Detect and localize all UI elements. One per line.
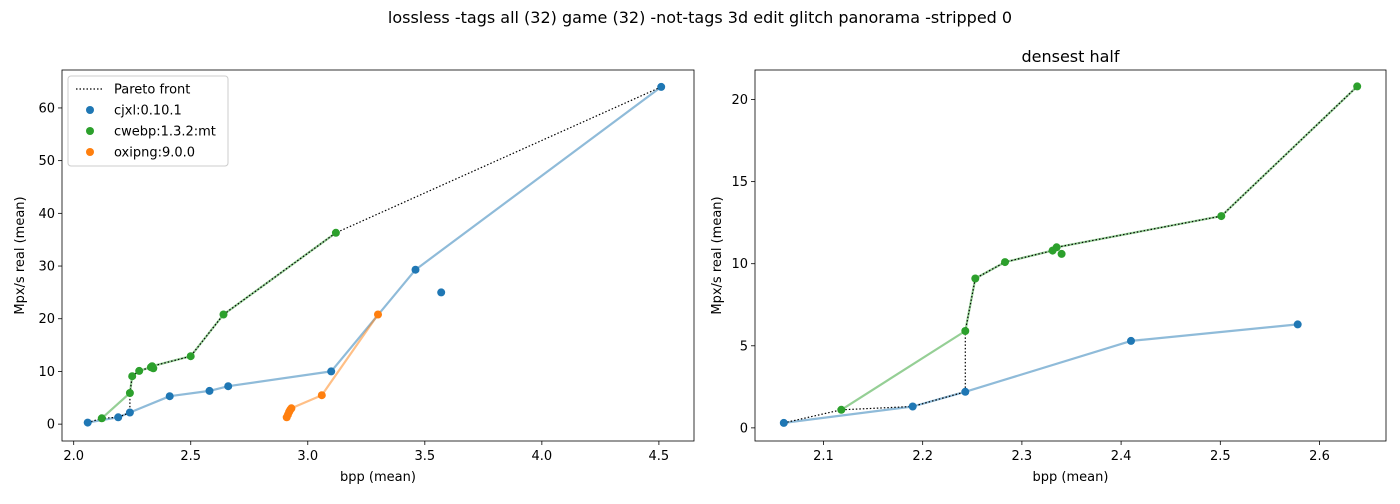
legend-label: cwebp:1.3.2:mt — [114, 125, 216, 140]
data-point-cwebp — [837, 405, 846, 414]
left-chart: 2.0 2.5 3.0 3.5 4.0 4.5 0 10 20 30 40 50 60 bpp (mean… — [13, 69, 695, 485]
y-tick-label: 10 — [38, 365, 55, 380]
data-point-cjxl — [779, 418, 788, 427]
x-tick-label: 2.3 — [1012, 449, 1033, 464]
legend-label: oxipng:9.0.0 — [114, 146, 195, 161]
x-tick-label: 2.4 — [1111, 449, 1132, 464]
y-tick-label: 50 — [38, 154, 55, 169]
data-point-cjxl — [83, 418, 92, 427]
right-chart-densest-half: densest half 2.1 2.2 2.3 2.4 2.5 2.6 0 5 10 15 20 bp… — [710, 47, 1387, 485]
x-axis-label: bpp (mean) — [1033, 470, 1109, 485]
x-tick-label: 4.5 — [649, 449, 670, 464]
x-tick-label: 2.5 — [1210, 449, 1231, 464]
data-point-cwebp — [125, 389, 134, 397]
y-tick-label: 10 — [731, 257, 748, 272]
data-point-cwebp — [1001, 258, 1009, 267]
data-point-cwebp — [149, 364, 158, 373]
legend-box — [67, 75, 229, 167]
data-point-cjxl — [165, 392, 174, 401]
data-point-cjxl — [224, 382, 233, 391]
x-tick-label: 2.2 — [912, 449, 933, 464]
x-tick-label: 3.0 — [297, 449, 318, 464]
y-axis-label: Mpx/s real (mean) — [13, 196, 28, 314]
data-point-cwebp — [1057, 249, 1066, 258]
plot-frame — [754, 69, 1387, 442]
y-tick-label: 0 — [740, 421, 748, 436]
chart-title: densest half — [1021, 47, 1119, 66]
y-tick-label: 20 — [38, 312, 55, 327]
x-tick-label: 4.0 — [532, 449, 553, 464]
y-tick-label: 60 — [38, 101, 55, 116]
y-tick-label: 30 — [38, 260, 55, 275]
data-point-cjxl — [908, 402, 917, 411]
data-point-oxipng — [374, 310, 382, 319]
y-tick-label: 20 — [731, 93, 748, 108]
data-point-cjxl — [114, 413, 123, 422]
data-point-cwebp — [186, 352, 195, 361]
data-point-cjxl — [1293, 320, 1302, 329]
data-point-cwebp — [331, 228, 340, 237]
data-point-cjxl — [205, 386, 214, 395]
y-tick-label: 5 — [740, 339, 748, 354]
y-axis-label: Mpx/s real (mean) — [710, 196, 725, 314]
x-tick-label: 2.1 — [813, 449, 834, 464]
legend-marker-cwebp — [86, 127, 94, 135]
x-axis-label: bpp (mean) — [340, 470, 416, 485]
x-tick-label: 2.6 — [1309, 449, 1330, 464]
data-point-cjxl — [437, 288, 446, 297]
legend-marker-cjxl — [86, 106, 94, 114]
data-point-cjxl — [961, 387, 970, 396]
data-point-cwebp — [961, 327, 970, 335]
x-tick-label: 3.5 — [414, 449, 435, 464]
legend-label: Pareto front — [114, 83, 190, 98]
data-point-cwebp — [128, 372, 137, 381]
data-point-cwebp — [1353, 82, 1362, 91]
data-point-cjxl — [1127, 336, 1135, 345]
figure-suptitle: lossless -tags all (32) game (32) -not-t… — [388, 8, 1012, 27]
legend: Pareto front cjxl:0.10.1 cwebp:1.3.2:mt oxi… — [67, 75, 229, 167]
data-point-cwebp — [971, 274, 980, 283]
data-point-cjxl — [657, 82, 666, 91]
data-point-cjxl — [125, 408, 134, 417]
y-tick-label: 15 — [731, 175, 748, 190]
data-point-cjxl — [411, 265, 420, 274]
data-point-cwebp — [97, 414, 106, 423]
x-tick-label: 2.5 — [180, 449, 201, 464]
y-tick-label: 40 — [38, 207, 55, 222]
data-point-cwebp — [1217, 212, 1226, 221]
plot-frame — [61, 69, 695, 442]
data-point-cwebp — [135, 366, 144, 375]
data-point-oxipng — [317, 391, 326, 400]
x-tick-label: 2.0 — [63, 449, 84, 464]
data-point-cwebp — [1052, 243, 1061, 252]
y-tick-label: 0 — [47, 418, 55, 433]
data-point-cjxl — [327, 367, 336, 376]
legend-label: cjxl:0.10.1 — [114, 104, 182, 119]
data-point-cwebp — [219, 310, 228, 319]
data-point-oxipng — [287, 404, 296, 413]
legend-marker-oxipng — [86, 148, 94, 156]
